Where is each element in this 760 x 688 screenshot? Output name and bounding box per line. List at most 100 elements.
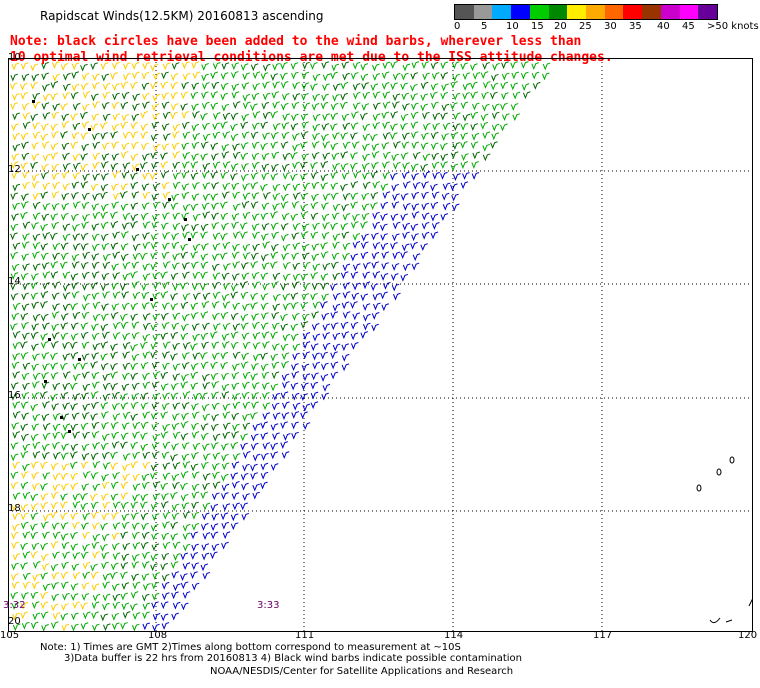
wind-barb: [30, 433, 39, 442]
wind-barb: [160, 171, 169, 179]
wind-barb: [341, 113, 350, 122]
wind-barb: [390, 61, 398, 69]
wind-barb: [192, 182, 200, 190]
wind-barb: [90, 361, 98, 370]
wind-barb: [131, 321, 140, 330]
wind-barb: [62, 551, 70, 560]
wind-barb: [10, 471, 19, 480]
wind-barb: [51, 581, 59, 590]
wind-barb: [240, 142, 249, 150]
wind-barb: [130, 213, 139, 222]
wind-barb: [71, 261, 80, 270]
wind-barb: [172, 161, 181, 170]
wind-barb: [80, 322, 89, 331]
wind-barb: [390, 172, 398, 181]
wind-barb: [292, 273, 301, 282]
wind-barb: [291, 371, 300, 379]
wind-barb: [91, 511, 99, 520]
wind-barb: [171, 142, 180, 151]
wind-barb: [373, 302, 381, 311]
wind-barb: [131, 332, 140, 340]
wind-barb: [140, 131, 149, 140]
wind-barb: [271, 243, 279, 252]
island-outlines: [696, 456, 753, 624]
wind-barb: [42, 153, 51, 162]
wind-barb: [30, 493, 39, 502]
wind-barb: [192, 243, 201, 252]
wind-barb: [352, 102, 361, 111]
wind-barb: [392, 193, 400, 202]
wind-barb: [60, 493, 68, 502]
wind-barb: [332, 233, 341, 242]
wind-barb: [112, 251, 121, 260]
wind-barb: [231, 83, 240, 92]
wind-barb: [411, 102, 419, 111]
wind-barb: [12, 371, 20, 380]
wind-barb: [151, 592, 160, 601]
wind-barb: [451, 203, 460, 212]
wind-barb: [11, 541, 19, 550]
wind-barb: [312, 282, 320, 291]
wind-barb: [82, 103, 90, 112]
wind-barb: [231, 71, 239, 79]
wind-barb: [42, 583, 51, 592]
wind-barb: [80, 111, 88, 120]
wind-barb: [141, 183, 150, 192]
wind-barb: [90, 563, 98, 572]
wind-barb: [31, 601, 40, 610]
wind-barb: [401, 92, 410, 101]
wind-barb: [182, 72, 191, 81]
wind-barb: [82, 383, 91, 392]
wind-barb: [101, 153, 110, 162]
wind-barb: [11, 171, 20, 180]
contamination-marker: [188, 238, 191, 241]
wind-barb: [141, 82, 150, 91]
wind-barb: [210, 331, 218, 340]
wind-barb: [361, 212, 370, 221]
wind-barb: [262, 283, 270, 291]
wind-barb: [250, 433, 259, 442]
wind-barb: [120, 571, 128, 580]
wind-barb: [290, 213, 299, 222]
wind-barb: [21, 253, 29, 262]
wind-barb: [251, 401, 259, 410]
wind-barb: [322, 141, 331, 150]
wind-barb: [40, 611, 49, 620]
wind-barb: [140, 421, 149, 430]
wind-barb: [302, 422, 311, 431]
wind-barb: [291, 252, 299, 261]
wind-barb: [242, 451, 251, 459]
wind-barb: [202, 122, 210, 131]
wind-barb: [212, 232, 221, 241]
wind-barb: [121, 142, 130, 151]
map-title: Rapidscat Winds(12.5KM) 20160813 ascendi…: [40, 9, 324, 23]
wind-barb: [340, 151, 348, 160]
wind-barb: [211, 222, 219, 230]
colorbar-swatch: [604, 5, 624, 19]
wind-barb: [382, 171, 391, 180]
wind-barb: [111, 532, 120, 541]
wind-barb: [140, 402, 149, 411]
wind-barb: [102, 501, 111, 510]
wind-barb: [280, 233, 289, 242]
wind-barb: [302, 182, 311, 191]
wind-barb: [202, 482, 210, 491]
wind-barb: [352, 171, 361, 179]
wind-barb: [150, 351, 158, 359]
wind-barb: [131, 261, 140, 270]
wind-barb: [132, 103, 140, 112]
wind-barb: [310, 162, 318, 170]
wind-barb: [240, 322, 249, 331]
wind-barb: [490, 91, 498, 100]
wind-barb: [292, 161, 300, 170]
wind-barb: [312, 263, 321, 272]
wind-barb: [121, 171, 130, 180]
wind-barb: [452, 142, 461, 150]
wind-barb: [50, 271, 59, 280]
wind-barb: [201, 461, 209, 470]
wind-barb: [281, 193, 289, 202]
wind-barb: [302, 282, 311, 291]
wind-barb: [471, 161, 480, 169]
wind-barb: [230, 513, 239, 522]
wind-barb: [191, 403, 199, 412]
